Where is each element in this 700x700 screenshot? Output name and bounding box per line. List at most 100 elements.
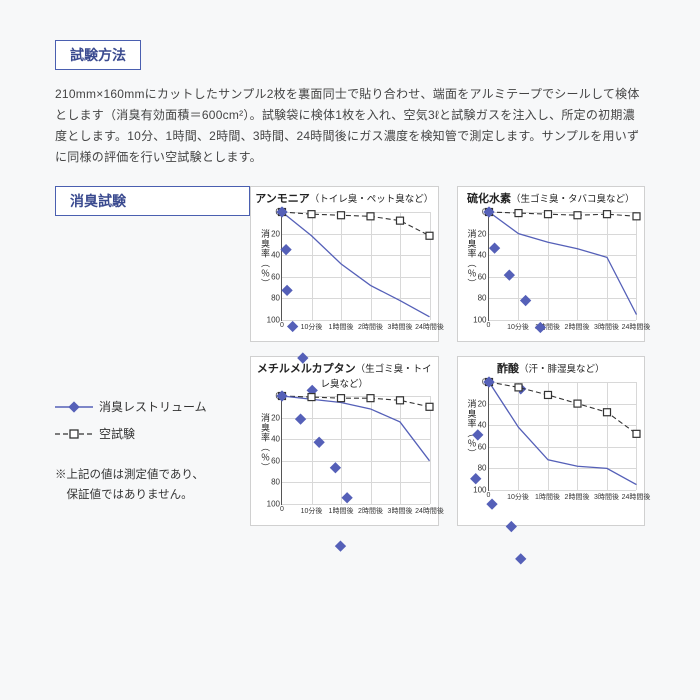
y-axis-label: 消臭率（％） [466,229,479,288]
ytick-label: 40 [478,421,489,430]
gridline-v [430,396,431,504]
chart-plot: 消臭率（％） 020406080100010分後1時間後2時間後3時間後24時間後 [251,392,438,525]
chart-plot: 消臭率（％） 020406080100010分後1時間後2時間後3時間後24時間後 [458,378,645,511]
square-marker-icon [397,397,404,404]
chart-0: アンモニア（トイレ臭・ペット臭など）消臭率（％）020406080100010分… [250,186,439,342]
gridline-h [282,504,430,505]
xtick-label: 3時間後 [594,492,619,502]
plot-area: 020406080100010分後1時間後2時間後3時間後24時間後 [281,396,430,505]
square-marker-icon [574,212,581,219]
ytick-label: 20 [478,399,489,408]
diamond-marker-icon [296,414,306,424]
diamond-marker-icon [282,285,292,295]
chart-3: 酢酸（汗・腓湿臭など） 消臭率（％） 020406080100010分後1時間後2時… [457,356,646,526]
charts-section: 消臭試験 消臭レストリューム 空試験 ※上記の値は測定値であり、 保証値ではあり… [55,186,645,526]
square-marker-icon [338,395,345,402]
xtick-label: 0 [280,506,284,513]
y-axis-label: 消臭率（％） [466,399,479,458]
gridline-v [430,212,431,320]
y-axis-label: 消臭率（％） [259,413,272,472]
section-method-label: 試験方法 [55,40,141,70]
square-marker-icon [544,211,551,218]
markers-svg [282,212,430,320]
square-marker-icon [397,217,404,224]
ytick-label: 20 [271,413,282,422]
legend-block: 消臭レストリューム 空試験 ※上記の値は測定値であり、 保証値ではありません。 [55,398,250,505]
ytick-label: 60 [271,272,282,281]
legend-item-series2: 空試験 [55,425,250,442]
ytick-label: 60 [478,272,489,281]
xtick-label: 3時間後 [388,322,413,332]
ytick-label: 40 [271,435,282,444]
markers-svg [489,212,637,320]
xtick-label: 10分後 [301,322,323,332]
markers-svg [282,396,430,504]
chart-plot: 消臭率（％）020406080100010分後1時間後2時間後3時間後24時間後 [458,208,645,341]
square-marker-icon [633,213,640,220]
legend-label-2: 空試験 [99,425,135,442]
diamond-marker-icon [281,245,291,255]
square-marker-icon [367,213,374,220]
left-column: 消臭試験 消臭レストリューム 空試験 ※上記の値は測定値であり、 保証値ではあり… [55,186,250,526]
y-axis-label: 消臭率（％） [259,229,272,288]
diamond-marker-icon [336,541,346,551]
ytick-label: 40 [271,251,282,260]
gridline-h [489,320,637,321]
xtick-label: 0 [487,492,491,499]
square-marker-icon [544,391,551,398]
xtick-label: 3時間後 [594,322,619,332]
legend-label-1: 消臭レストリューム [99,398,207,415]
plot-area: 020406080100010分後1時間後2時間後3時間後24時間後 [281,212,430,321]
plot-area: 020406080100010分後1時間後2時間後3時間後24時間後 [488,382,637,491]
note-line-2: 保証値ではありません。 [55,486,250,506]
xtick-label: 1時間後 [329,322,354,332]
xtick-label: 10分後 [301,506,323,516]
xtick-label: 10分後 [507,322,529,332]
xtick-label: 2時間後 [358,322,383,332]
diamond-marker-icon [504,270,514,280]
diamond-marker-icon [520,296,530,306]
charts-grid: アンモニア（トイレ臭・ペット臭など）消臭率（％）020406080100010分… [250,186,645,526]
xtick-label: 0 [280,322,284,329]
square-marker-icon [367,395,374,402]
ytick-label: 60 [271,456,282,465]
square-marker-icon [574,400,581,407]
note-line-1: ※上記の値は測定値であり、 [55,466,250,486]
xtick-label: 24時間後 [415,322,444,332]
square-marker-icon [426,403,433,410]
ytick-label: 80 [271,294,282,303]
chart-title: 硫化水素（生ゴミ臭・タバコ臭など） [458,187,645,208]
chart-title: 酢酸（汗・腓湿臭など） [458,357,645,378]
square-marker-icon [515,384,522,391]
xtick-label: 2時間後 [358,506,383,516]
ytick-label: 20 [271,229,282,238]
ytick-label: 60 [478,442,489,451]
diamond-marker-icon [515,554,525,564]
diamond-marker-icon [489,243,499,253]
ytick-label: 80 [478,294,489,303]
gridline-h [489,490,637,491]
chart-1: 硫化水素（生ゴミ臭・タバコ臭など）消臭率（％）020406080100010分後… [457,186,646,342]
diamond-marker-icon [314,437,324,447]
chart-title: メチルメルカプタン（生ゴミ臭・トイレ臭など） [251,357,438,392]
square-marker-icon [338,212,345,219]
xtick-label: 2時間後 [565,492,590,502]
xtick-label: 1時間後 [535,492,560,502]
square-marker-icon [603,409,610,416]
diamond-marker-icon [487,499,497,509]
xtick-label: 24時間後 [622,322,651,332]
diamond-marker-icon [330,463,340,473]
square-marker-icon [633,430,640,437]
diamond-marker-icon [288,322,298,332]
markers-svg [489,382,637,490]
diamond-marker-icon [506,522,516,532]
gridline-v [636,212,637,320]
square-marker-icon [308,211,315,218]
xtick-label: 1時間後 [329,506,354,516]
xtick-label: 3時間後 [388,506,413,516]
chart-2: メチルメルカプタン（生ゴミ臭・トイレ臭など） 消臭率（％） 020406080100… [250,356,439,526]
ytick-label: 20 [478,229,489,238]
square-marker-icon [515,210,522,217]
section-test-label: 消臭試験 [55,186,250,216]
square-marker-icon [426,232,433,239]
